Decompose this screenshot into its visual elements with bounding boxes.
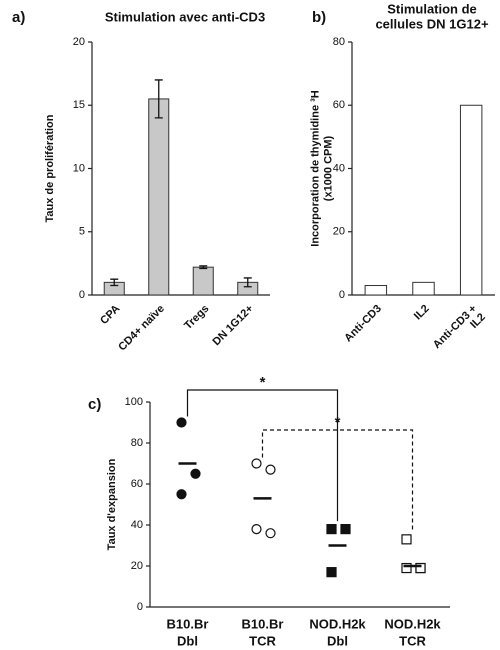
chart-title: Stimulation de [387, 1, 477, 16]
bar [364, 285, 388, 296]
x-tick-label-line: TCR [399, 633, 426, 648]
x-tick-label: IL2 [412, 303, 432, 323]
data-point [251, 458, 262, 469]
x-tick-label: CD4+ naïve [116, 303, 167, 354]
error-bar [243, 277, 252, 288]
y-tick-label: 10 [73, 162, 85, 174]
chart-title: Stimulation avec anti-CD3 [105, 9, 265, 24]
significance-bracket [186, 389, 339, 522]
significance-star: * [335, 414, 341, 431]
y-tick-label: 20 [333, 226, 345, 238]
y-axis-label: Taux de prolifération [44, 114, 56, 222]
data-point [265, 528, 276, 539]
data-point [265, 464, 276, 475]
data-point [326, 567, 337, 578]
y-axis-label: Incorporation de thymidine ³H (x1000 CPM) [309, 90, 334, 247]
y-tick-label: 0 [79, 289, 85, 301]
x-tick-label-line: B10.Br [167, 616, 209, 631]
data-point [176, 489, 187, 500]
y-tick-label: 20 [131, 560, 143, 572]
y-tick-label: 15 [73, 99, 85, 111]
x-tick-label-line: B10.Br [242, 616, 284, 631]
panel-label: c) [88, 396, 101, 413]
x-tick-label: CPA [98, 303, 122, 327]
data-point [401, 534, 412, 545]
x-tick-label-line: Anti-CD3 [342, 303, 384, 345]
x-tick-label-line: NOD.H2k [384, 616, 441, 631]
y-tick-label: 60 [131, 478, 143, 490]
x-tick-label-line: NOD.H2k [309, 616, 366, 631]
y-tick-label: 40 [131, 519, 143, 531]
y-tick-label: 20 [73, 36, 85, 48]
x-tick-label-line: IL2 [412, 303, 432, 323]
data-point [251, 523, 262, 535]
y-tick-label: 0 [137, 601, 143, 613]
bar [459, 104, 483, 296]
data-point [340, 523, 351, 535]
error-bar [110, 278, 119, 287]
x-tick-label: Tregs [182, 303, 211, 332]
x-tick-label-line: Tregs [182, 303, 211, 332]
data-point [415, 562, 426, 574]
y-tick-label: 5 [79, 226, 85, 238]
y-axis-label-line: Taux de prolifération [44, 114, 56, 222]
y-axis-label-line: Incorporation de thymidine ³H [309, 90, 321, 247]
x-tick-label-line: TCR [249, 633, 276, 648]
x-tick-label: DN 1G12+ [210, 303, 255, 348]
significance-star: * [260, 374, 266, 391]
data-point [176, 417, 187, 428]
y-tick-label: 0 [339, 289, 345, 301]
error-bar [199, 265, 208, 270]
y-axis-label: Taux d'expansion [106, 458, 118, 550]
panel-label: a) [12, 9, 25, 26]
x-tick-label-line: CD4+ naïve [116, 303, 167, 354]
y-tick-label: 40 [333, 162, 345, 174]
panel-label: b) [312, 9, 326, 26]
x-tick-label-line: Dbl [327, 633, 348, 648]
y-axis-label-line: Taux d'expansion [106, 458, 118, 550]
error-bar [154, 79, 163, 119]
x-tick-label: Anti-CD3 +IL2 [431, 303, 488, 351]
bar [412, 281, 435, 296]
bar [148, 98, 170, 296]
x-tick-label-line: Dbl [177, 633, 198, 648]
data-point [401, 562, 412, 574]
chart-title: cellules DN 1G12+ [375, 16, 488, 31]
data-point [190, 468, 201, 479]
y-tick-label: 100 [125, 396, 143, 408]
x-tick-label-line: DN 1G12+ [210, 303, 255, 348]
y-tick-label: 80 [333, 36, 345, 48]
data-point [326, 523, 337, 535]
y-axis-label-line: (x1000 CPM) [322, 135, 334, 201]
bar [192, 266, 214, 296]
y-tick-label: 60 [333, 99, 345, 111]
x-tick-label: Anti-CD3 [342, 303, 384, 345]
y-tick-label: 80 [131, 437, 143, 449]
x-tick-label-line: CPA [98, 303, 122, 327]
